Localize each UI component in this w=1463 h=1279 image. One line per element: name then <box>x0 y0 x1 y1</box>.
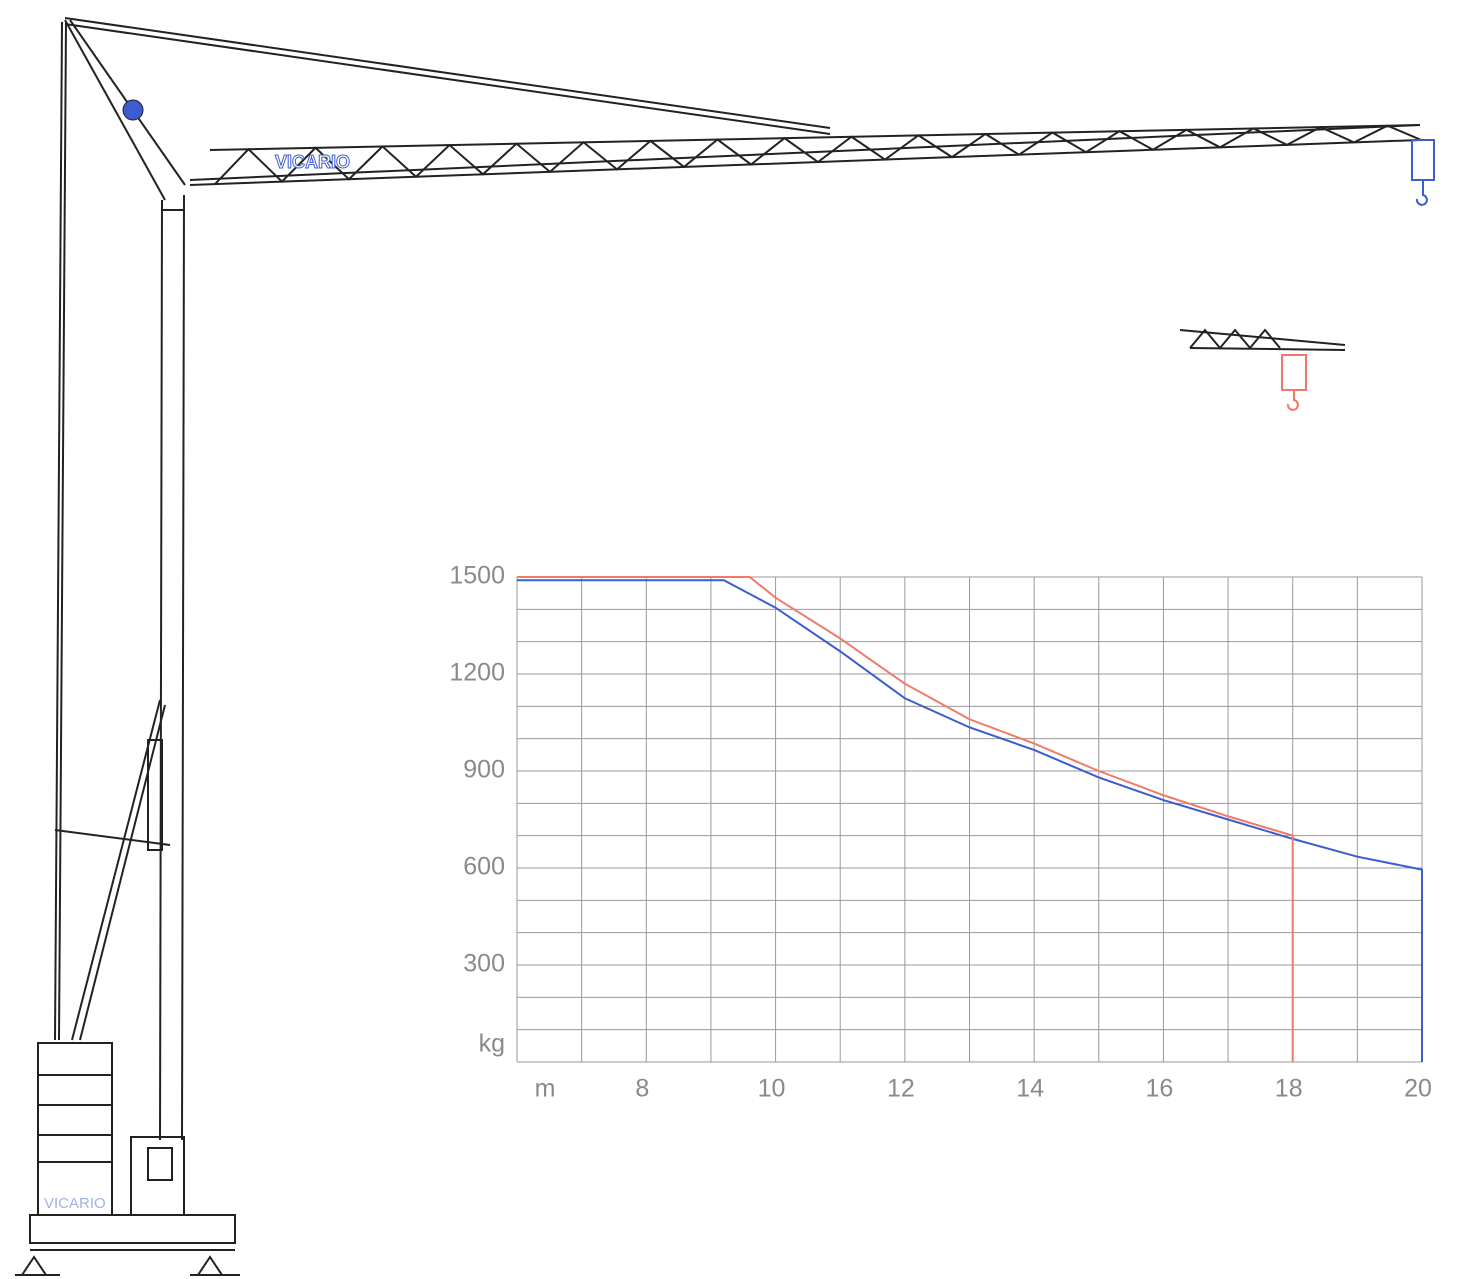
data-line <box>517 579 1423 1062</box>
x-tick-label: 20 <box>1404 1075 1432 1103</box>
x-tick-label: 18 <box>1275 1075 1303 1103</box>
x-tick-label: 14 <box>1016 1075 1044 1103</box>
x-tick-label: 10 <box>758 1075 786 1103</box>
y-tick-label: 1200 <box>449 659 505 687</box>
x-tick-label: 8 <box>635 1075 649 1103</box>
data-line <box>517 576 1294 1062</box>
y-tick-label: 600 <box>463 853 505 881</box>
y-tick-label: 1500 <box>449 562 505 590</box>
y-tick-label: 900 <box>463 756 505 784</box>
y-tick-label: 300 <box>463 950 505 978</box>
y-axis-label: kg <box>479 1030 505 1058</box>
x-tick-label: 16 <box>1146 1075 1174 1103</box>
ballast-label: VICARIO <box>44 1195 106 1212</box>
boom-label: VICARIO <box>275 152 350 172</box>
x-axis-label: m <box>535 1075 556 1103</box>
crane-drawing: VICARIO VICARIO <box>15 17 1435 1276</box>
x-tick-label: 12 <box>887 1075 915 1103</box>
